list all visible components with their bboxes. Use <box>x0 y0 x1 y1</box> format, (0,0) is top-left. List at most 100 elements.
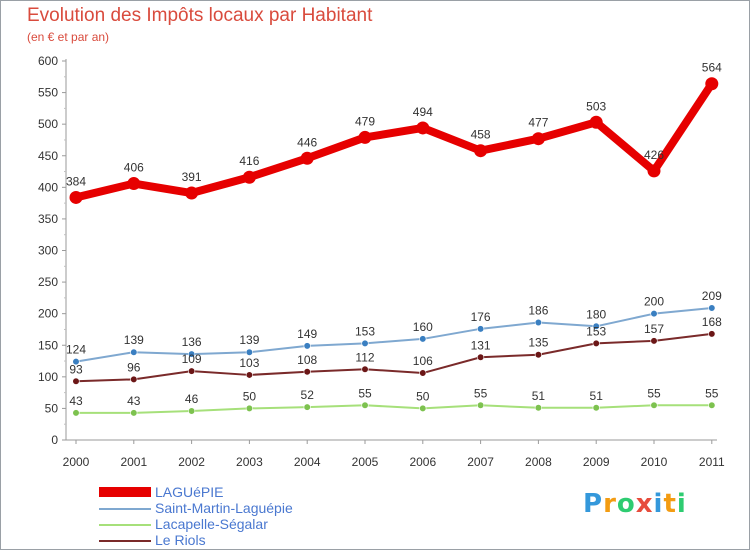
legend-label-saint-martin-laguepie: Saint-Martin-Laguépie <box>155 500 293 516</box>
data-label: 153 <box>355 324 375 338</box>
data-point-0 <box>531 132 545 146</box>
y-tick-label: 300 <box>38 244 58 258</box>
y-tick-label: 250 <box>38 275 58 289</box>
data-point-1 <box>419 335 427 343</box>
x-tick-label: 2004 <box>294 455 321 469</box>
data-label: 135 <box>528 336 548 350</box>
x-tick-label: 2001 <box>120 455 147 469</box>
data-point-0 <box>705 77 719 91</box>
data-point-2 <box>592 404 600 412</box>
data-point-0 <box>416 121 430 135</box>
data-label: 55 <box>474 386 488 400</box>
x-tick-label: 2005 <box>352 455 379 469</box>
data-point-1 <box>245 348 253 356</box>
data-point-2 <box>477 401 485 409</box>
data-point-1 <box>130 348 138 356</box>
data-label: 51 <box>590 389 604 403</box>
y-tick-label: 600 <box>38 54 58 68</box>
data-point-3 <box>534 351 543 359</box>
data-label: 112 <box>355 350 374 364</box>
data-label: 564 <box>702 61 722 75</box>
data-point-3 <box>361 365 369 373</box>
x-tick-label: 2011 <box>699 455 725 469</box>
data-point-2 <box>708 401 716 409</box>
data-point-1 <box>708 304 716 312</box>
x-tick-label: 2006 <box>409 455 436 469</box>
data-point-2 <box>361 401 369 409</box>
data-label: 96 <box>127 360 141 374</box>
data-point-1 <box>303 342 311 350</box>
y-tick-label: 450 <box>38 149 58 163</box>
data-point-0 <box>474 144 488 158</box>
data-label: 50 <box>243 389 257 403</box>
data-point-1 <box>72 358 80 366</box>
data-point-1 <box>188 350 196 358</box>
data-point-2 <box>650 401 658 409</box>
data-point-3 <box>188 367 196 375</box>
data-label: 180 <box>586 307 606 321</box>
x-tick-label: 2009 <box>583 455 610 469</box>
y-tick-label: 200 <box>38 307 58 321</box>
x-tick-label: 2003 <box>236 455 263 469</box>
data-label: 139 <box>239 333 259 347</box>
data-label: 106 <box>413 354 433 368</box>
data-label: 139 <box>124 333 144 347</box>
data-point-0 <box>589 115 603 129</box>
data-label: 209 <box>702 289 722 303</box>
data-label: 160 <box>413 320 433 334</box>
data-point-3 <box>650 337 658 345</box>
proxiti-logo: Proxiti <box>583 489 687 519</box>
data-point-3 <box>419 369 427 377</box>
y-tick-label: 400 <box>38 180 58 194</box>
series-line-3 <box>75 332 713 383</box>
data-point-2 <box>72 409 80 417</box>
data-label: 186 <box>528 304 548 318</box>
data-label: 55 <box>358 386 372 400</box>
data-label: 46 <box>185 392 199 406</box>
data-label: 55 <box>705 386 719 400</box>
data-point-1 <box>361 339 369 347</box>
data-label: 55 <box>647 386 661 400</box>
data-label: 50 <box>416 389 430 403</box>
data-label: 124 <box>66 343 86 357</box>
data-point-3 <box>130 375 138 383</box>
data-point-0 <box>242 170 256 184</box>
data-label: 153 <box>586 324 606 338</box>
x-tick-label: 2007 <box>467 455 494 469</box>
data-label: 391 <box>182 170 202 184</box>
data-point-3 <box>303 368 311 376</box>
data-label: 494 <box>413 105 433 119</box>
data-point-3 <box>72 377 80 385</box>
data-label: 51 <box>532 389 546 403</box>
x-tick-label: 2010 <box>641 455 668 469</box>
data-label: 426 <box>644 148 664 162</box>
series-line-2 <box>75 404 713 414</box>
data-point-3 <box>708 330 716 338</box>
legend-label-le-riols: Le Riols <box>155 532 206 548</box>
data-point-1 <box>534 318 543 327</box>
data-point-2 <box>188 407 196 415</box>
x-tick-label: 2000 <box>63 455 90 469</box>
data-label: 176 <box>471 310 491 324</box>
data-point-0 <box>127 177 141 191</box>
legend-swatch-saint-martin-laguepie <box>99 508 151 510</box>
chart-subtitle: (en € et par an) <box>27 30 110 44</box>
data-point-0 <box>358 130 372 144</box>
data-label: 149 <box>297 327 317 341</box>
data-point-2 <box>303 403 311 411</box>
y-tick-label: 500 <box>38 117 58 131</box>
data-point-2 <box>245 404 253 413</box>
data-label: 131 <box>471 338 491 352</box>
data-point-2 <box>130 409 138 417</box>
data-label: 52 <box>301 388 315 402</box>
y-tick-label: 150 <box>38 338 58 352</box>
data-point-0 <box>69 190 83 204</box>
data-label: 103 <box>239 356 259 370</box>
data-label: 384 <box>66 174 86 188</box>
data-label: 108 <box>297 353 317 367</box>
data-point-0 <box>300 151 314 165</box>
data-label: 406 <box>124 161 144 175</box>
chart-title: Evolution des Impôts locaux par Habitant <box>27 5 373 26</box>
